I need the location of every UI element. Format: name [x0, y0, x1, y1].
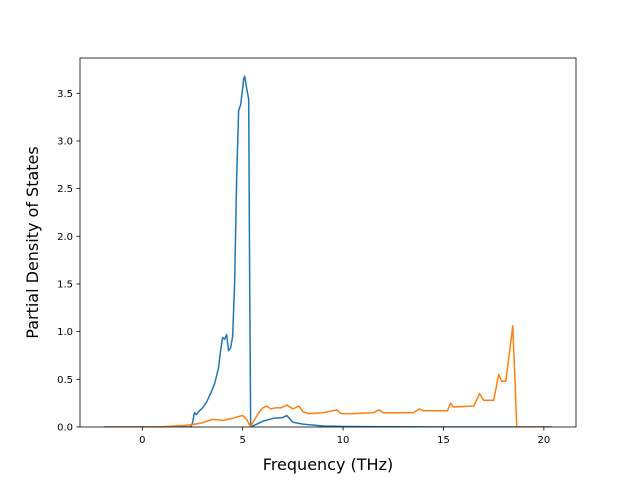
- x-axis-label: Frequency (THz): [263, 455, 393, 474]
- series-line-2: [104, 325, 552, 427]
- y-tick-label: 0.0: [57, 423, 73, 434]
- x-tick-label: 10: [337, 435, 350, 446]
- y-tick-label: 3.0: [57, 136, 73, 147]
- axes-frame: [79, 57, 577, 428]
- x-tick-label: 15: [437, 435, 450, 446]
- y-tick-label: 2.5: [57, 184, 73, 195]
- y-tick-label: 1.0: [57, 327, 73, 338]
- y-tick-label: 2.0: [57, 232, 73, 243]
- x-tick-label: 20: [538, 435, 551, 446]
- x-tick-label: 0: [139, 435, 145, 446]
- series-line-1: [104, 75, 552, 427]
- y-tick-label: 1.5: [57, 279, 73, 290]
- y-tick-label: 0.5: [57, 375, 73, 386]
- y-axis-label: Partial Density of States: [23, 146, 42, 338]
- x-tick-label: 5: [239, 435, 245, 446]
- series-layer: [104, 75, 552, 427]
- y-axis-ticks: 0.0 0.5 1.0 1.5 2.0 2.5 3.0 3.5: [57, 89, 80, 434]
- x-axis-ticks: 0 5 10 15 20: [139, 427, 550, 446]
- y-tick-label: 3.5: [57, 89, 73, 100]
